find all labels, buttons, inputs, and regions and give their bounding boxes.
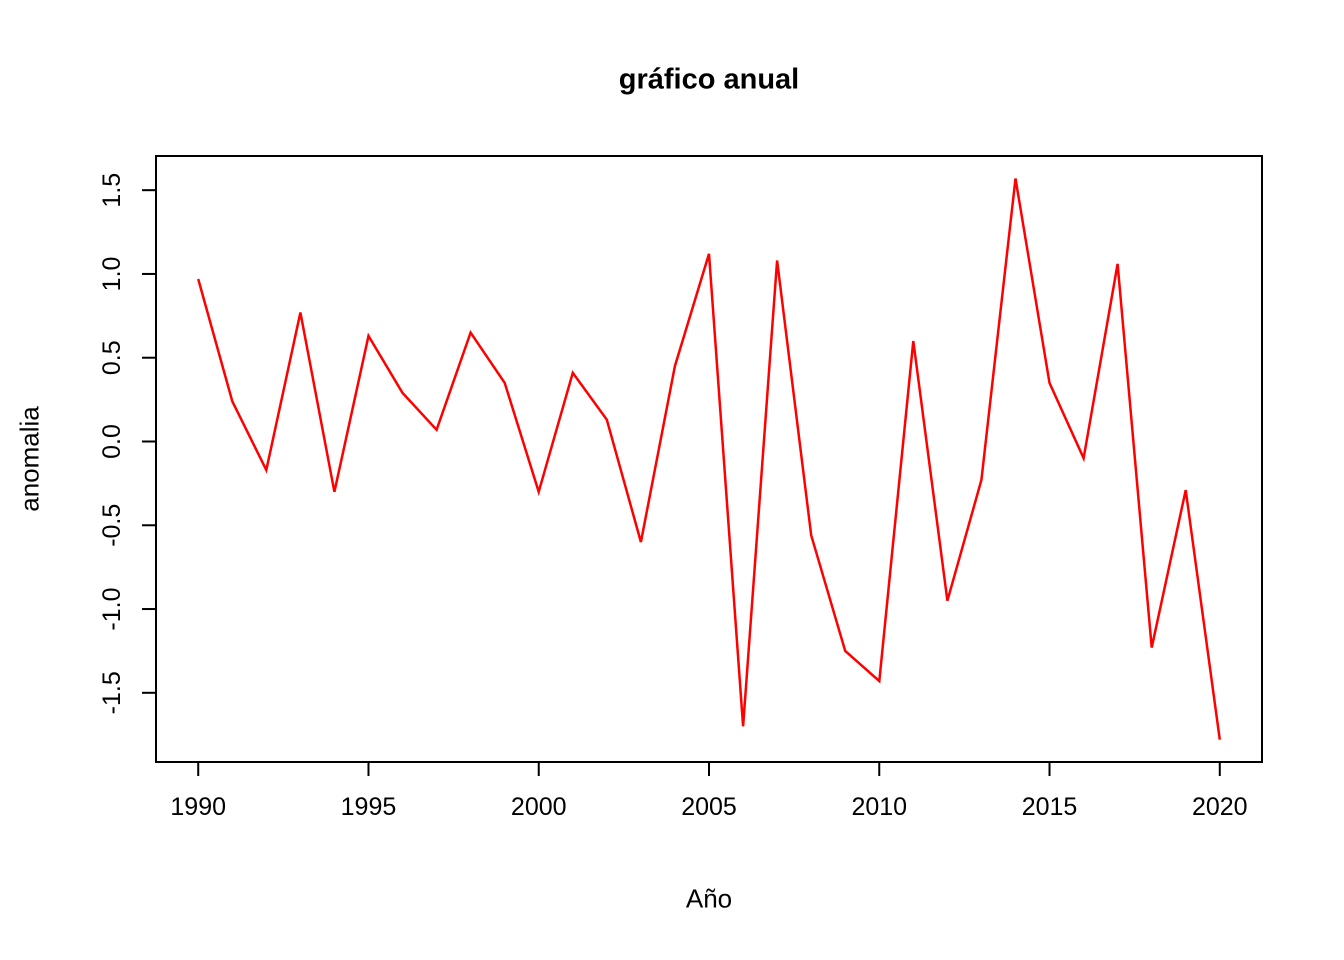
- y-tick-label: 0.5: [98, 340, 126, 375]
- x-tick-label: 2015: [1022, 793, 1078, 821]
- y-tick-label: 1.5: [98, 173, 126, 208]
- x-tick-label: 2000: [511, 793, 567, 821]
- x-tick-label: 2020: [1192, 793, 1248, 821]
- y-tick-label: 0.0: [98, 424, 126, 459]
- y-tick-label: -1.5: [98, 671, 126, 714]
- x-tick-label: 2005: [681, 793, 737, 821]
- x-tick-label: 1990: [170, 793, 226, 821]
- x-tick-label: 2010: [851, 793, 907, 821]
- plot-border: [155, 155, 1263, 763]
- y-tick-label: -0.5: [98, 504, 126, 547]
- series-line-anomalia: [196, 178, 1222, 740]
- x-tick-label: 1995: [341, 793, 397, 821]
- x-axis-title: Año: [685, 883, 733, 914]
- y-axis-title: anomalia: [14, 406, 45, 512]
- y-tick-label: 1.0: [98, 257, 126, 292]
- y-tick-label: -1.0: [98, 587, 126, 630]
- chart-title: gráfico anual: [618, 63, 800, 96]
